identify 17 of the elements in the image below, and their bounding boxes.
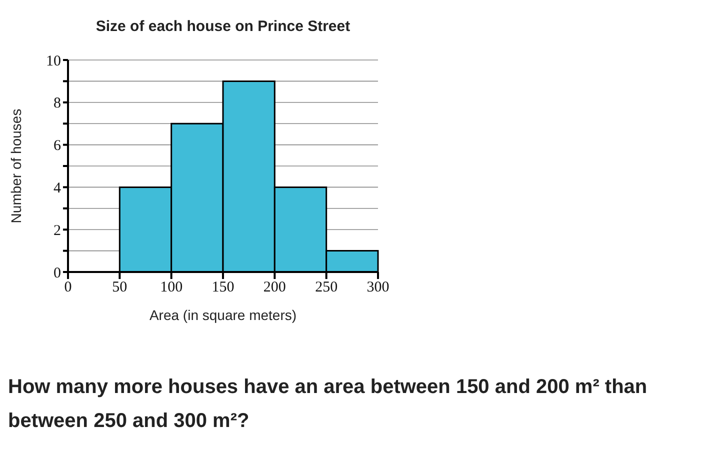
y-tick-label: 6 bbox=[54, 138, 62, 154]
y-tick-label: 2 bbox=[54, 222, 61, 239]
y-tick-label: 8 bbox=[54, 96, 61, 112]
text: How many more houses have an area between 150 and 200 m² than between 250 and 300 m²? bbox=[8, 375, 648, 434]
x-tick-label: 100 bbox=[160, 280, 183, 296]
x-tick-label: 200 bbox=[263, 280, 286, 296]
x-tick-label: 250 bbox=[315, 280, 338, 296]
chart-title: Size of each house on Prince Street bbox=[94, 18, 352, 35]
x-tick-label: 300 bbox=[366, 280, 390, 296]
y-axis-title: Number of houses bbox=[8, 108, 24, 224]
y-tick-label: 10 bbox=[46, 53, 61, 70]
x-tick-label: 0 bbox=[64, 280, 72, 296]
y-tick-label: 4 bbox=[54, 180, 62, 197]
x-tick-label: 150 bbox=[212, 280, 234, 296]
y-tick-label: 0 bbox=[54, 265, 61, 282]
x-axis-title: Area (in square meters) bbox=[149, 307, 297, 323]
x-tick-label: 50 bbox=[112, 280, 128, 296]
